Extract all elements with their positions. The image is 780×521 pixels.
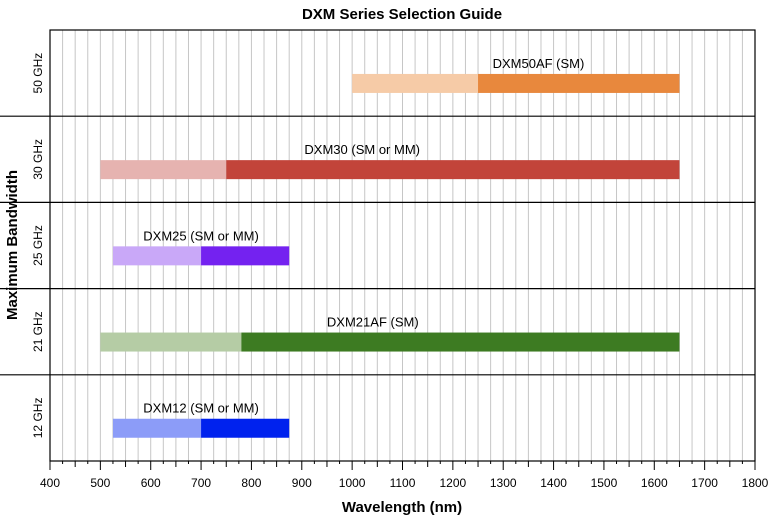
x-axis-label: Wavelength (nm) <box>342 499 462 516</box>
x-tick-label: 1400 <box>540 476 567 490</box>
bar-extended-range <box>100 160 227 180</box>
series-label: DXM30 (SM or MM) <box>304 142 420 157</box>
bar-extended-range <box>100 332 242 352</box>
bar-extended-range <box>352 73 479 93</box>
x-tick-label: 1800 <box>742 476 769 490</box>
bandwidth-label: 50 GHz <box>31 53 45 94</box>
x-tick-label: 700 <box>191 476 211 490</box>
bar-extended-range <box>112 418 202 438</box>
bar-optimal-range <box>201 418 290 438</box>
bandwidth-label: 30 GHz <box>31 139 45 180</box>
x-tick-label: 900 <box>292 476 312 490</box>
x-tick-label: 500 <box>90 476 110 490</box>
x-tick-label: 1700 <box>691 476 718 490</box>
y-axis-label: Maximum Bandwidth <box>4 170 21 320</box>
bar-optimal-range <box>226 160 680 180</box>
x-tick-label: 1300 <box>490 476 517 490</box>
x-tick-label: 1600 <box>641 476 668 490</box>
bar-optimal-range <box>241 332 680 352</box>
bandwidth-label: 21 GHz <box>31 311 45 352</box>
x-tick-label: 1000 <box>339 476 366 490</box>
bandwidth-label: 25 GHz <box>31 225 45 266</box>
bar-extended-range <box>112 246 202 266</box>
series-label: DXM50AF (SM) <box>493 56 585 71</box>
series-label: DXM12 (SM or MM) <box>143 401 259 416</box>
frame-layer <box>0 29 756 470</box>
bar-optimal-range <box>201 246 290 266</box>
bar-optimal-range <box>478 73 680 93</box>
x-tick-label: 1500 <box>591 476 618 490</box>
series-label: DXM21AF (SM) <box>327 315 419 330</box>
bandwidth-label: 12 GHz <box>31 398 45 439</box>
chart-title: DXM Series Selection Guide <box>302 6 502 23</box>
x-tick-label: 1200 <box>440 476 467 490</box>
x-tick-label: 800 <box>241 476 261 490</box>
grid-layer <box>62 30 743 461</box>
bar-layer <box>100 73 680 438</box>
x-tick-label: 400 <box>40 476 60 490</box>
text-layer: DXM50AF (SM) 50 GHz DXM30 (SM or MM) 30 GHz… <box>31 53 769 490</box>
x-tick-label: 1100 <box>390 476 416 490</box>
x-tick-label: 600 <box>141 476 161 490</box>
series-label: DXM25 (SM or MM) <box>143 228 259 243</box>
